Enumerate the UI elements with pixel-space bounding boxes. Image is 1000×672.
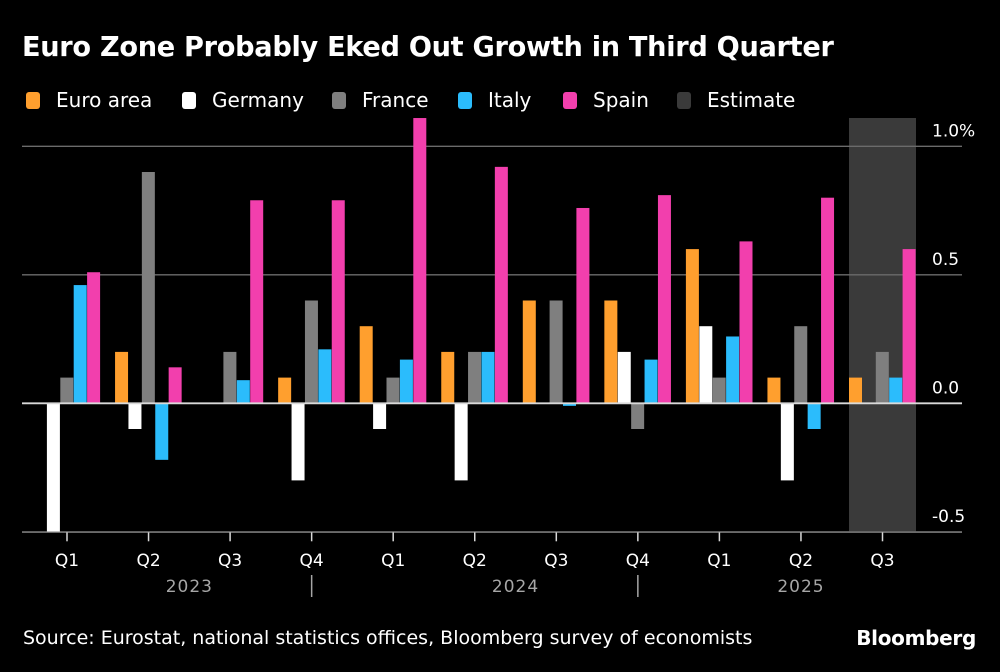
- legend-swatch-estimate: [677, 91, 691, 109]
- y-tick-label: 1.0%: [932, 121, 975, 141]
- x-tick-label: Q3: [544, 551, 568, 571]
- x-tick-label: Q4: [300, 551, 324, 571]
- legend-label-italy: Italy: [488, 88, 532, 112]
- legend-swatch-france: [332, 91, 346, 109]
- bar-germany: [128, 403, 142, 429]
- legend-swatch-spain: [563, 91, 577, 109]
- x-tick-label: Q2: [136, 551, 160, 571]
- bar-france: [141, 172, 155, 404]
- bar-euro-area: [522, 300, 536, 404]
- legend-label-germany: Germany: [212, 88, 304, 112]
- bar-spain: [87, 272, 101, 404]
- bar-euro-area: [359, 326, 373, 404]
- gridlines: [22, 145, 962, 533]
- bar-spain: [168, 367, 182, 404]
- bar-germany: [780, 403, 794, 481]
- legend-label-estimate: Estimate: [707, 88, 796, 112]
- legend-item-france: France: [332, 86, 429, 114]
- bar-euro-area: [278, 377, 292, 404]
- bar-euro-area: [685, 249, 699, 404]
- legend-item-euro-area: Euro area: [26, 86, 152, 114]
- bar-spain: [902, 249, 916, 404]
- legend-label-spain: Spain: [593, 88, 649, 112]
- legend-item-germany: Germany: [182, 86, 304, 114]
- y-tick-label: -0.5: [932, 507, 965, 527]
- y-tick-label: 0.5: [932, 250, 959, 270]
- legend-swatch-italy: [458, 91, 472, 109]
- bar-italy: [155, 403, 169, 460]
- bar-germany: [454, 403, 468, 481]
- bar-italy: [644, 359, 658, 404]
- bar-spain: [821, 197, 835, 404]
- bar-euro-area: [767, 377, 781, 404]
- x-tick-label: Q1: [381, 551, 405, 571]
- bar-france: [386, 377, 400, 404]
- bar-germany: [699, 326, 713, 404]
- bar-germany: [291, 403, 305, 481]
- legend-swatch-euro-area: [26, 91, 40, 109]
- bar-spain: [413, 118, 427, 404]
- bar-france: [712, 377, 726, 404]
- x-tick-label: Q2: [789, 551, 813, 571]
- year-label: 2025: [777, 577, 824, 597]
- y-tick-label: 0.0: [932, 378, 959, 398]
- bar-germany: [617, 351, 631, 404]
- bar-france: [794, 326, 808, 404]
- x-tick-label: Q2: [463, 551, 487, 571]
- bar-italy: [236, 380, 250, 404]
- x-tick-label: Q1: [707, 551, 731, 571]
- bar-italy: [726, 336, 740, 404]
- year-label: 2024: [492, 577, 539, 597]
- bloomberg-logo: Bloomberg: [856, 626, 976, 650]
- bar-france: [549, 300, 563, 404]
- x-tick-label: Q3: [218, 551, 242, 571]
- y-axis-labels: -0.5 0.0 0.5 1.0%: [932, 121, 975, 527]
- legend: Euro area Germany France Italy Spain Est…: [0, 86, 1000, 114]
- bar-france: [60, 377, 74, 404]
- x-tick-label: Q3: [870, 551, 894, 571]
- bar-italy: [318, 349, 332, 404]
- x-tick-label: Q1: [55, 551, 79, 571]
- legend-label-france: France: [362, 88, 429, 112]
- bar-spain: [250, 200, 264, 404]
- legend-item-italy: Italy: [458, 86, 531, 114]
- legend-item-estimate: Estimate: [677, 86, 795, 114]
- bar-italy: [563, 403, 576, 406]
- year-label: 2023: [166, 577, 213, 597]
- bar-spain: [331, 200, 345, 404]
- chart-title: Euro Zone Probably Eked Out Growth in Th…: [22, 30, 834, 63]
- bars: [46, 118, 916, 532]
- bar-italy: [807, 403, 821, 429]
- bar-france: [468, 351, 482, 404]
- bar-italy: [889, 377, 903, 404]
- bar-euro-area: [115, 351, 129, 404]
- bar-france: [875, 351, 889, 404]
- bar-italy: [481, 351, 495, 404]
- bar-spain: [576, 207, 590, 404]
- bar-france: [223, 351, 237, 404]
- bar-germany: [46, 403, 60, 532]
- bar-spain: [739, 241, 753, 404]
- bar-france: [631, 403, 645, 429]
- bar-germany: [373, 403, 387, 429]
- bar-spain: [494, 166, 508, 404]
- bar-euro-area: [604, 300, 618, 404]
- bar-euro-area: [849, 377, 862, 404]
- source-note: Source: Eurostat, national statistics of…: [23, 627, 753, 649]
- bar-spain: [657, 195, 671, 404]
- bar-euro-area: [441, 351, 455, 404]
- bar-italy: [73, 285, 87, 404]
- bar-france: [304, 300, 318, 404]
- legend-label-euro-area: Euro area: [56, 88, 153, 112]
- bar-italy: [399, 359, 413, 404]
- legend-item-spain: Spain: [563, 86, 649, 114]
- x-tick-label: Q4: [626, 551, 650, 571]
- legend-swatch-germany: [182, 91, 196, 109]
